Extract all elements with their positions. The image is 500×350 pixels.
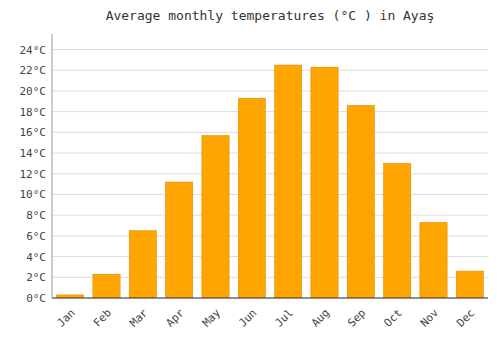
- grid: [52, 50, 488, 298]
- x-tick-label: Apr: [163, 306, 187, 330]
- y-tick-label: 8°C: [26, 209, 46, 222]
- bar: [347, 105, 374, 298]
- x-axis-line: [52, 298, 488, 299]
- grid-line: [52, 194, 488, 195]
- x-tick-label: Oct: [381, 306, 404, 329]
- bar: [238, 98, 265, 298]
- x-tick-label: Aug: [309, 306, 332, 329]
- y-tick-label: 0°C: [26, 292, 46, 305]
- bar: [311, 67, 338, 298]
- bar: [384, 163, 411, 298]
- x-tick-label: Jan: [54, 306, 77, 329]
- x-tick-label: Jul: [272, 306, 295, 329]
- grid-line: [52, 49, 488, 50]
- y-tick-label: 22°C: [20, 64, 47, 77]
- y-tick-label: 12°C: [20, 168, 47, 181]
- grid-line: [52, 215, 488, 216]
- bars: [57, 65, 484, 298]
- grid-line: [52, 173, 488, 174]
- chart: Average monthly temperatures (°C ) in Ay…: [0, 0, 500, 350]
- grid-line: [52, 132, 488, 133]
- y-tick-label: 24°C: [20, 44, 47, 57]
- x-tick-label: Nov: [418, 306, 442, 330]
- x-tick-label: May: [200, 306, 224, 330]
- grid-line: [52, 90, 488, 91]
- bar: [420, 222, 447, 298]
- bar: [166, 182, 193, 298]
- grid-line: [52, 298, 488, 299]
- y-tick-label: 2°C: [26, 271, 46, 284]
- grid-line: [52, 111, 488, 112]
- bar: [202, 135, 229, 298]
- x-tick-label: Feb: [91, 306, 114, 329]
- x-tick-label: Sep: [345, 306, 368, 329]
- title: Average monthly temperatures (°C ) in Ay…: [106, 8, 435, 23]
- bar: [275, 65, 302, 298]
- y-tick-label: 16°C: [20, 126, 47, 139]
- bar: [129, 231, 156, 298]
- y-tick-label: 14°C: [20, 147, 47, 160]
- bar: [456, 271, 483, 298]
- y-tick-label: 4°C: [26, 251, 46, 264]
- y-tick-label: 10°C: [20, 188, 47, 201]
- y-axis-line: [52, 34, 53, 298]
- y-tick-label: 18°C: [20, 106, 47, 119]
- bar: [93, 274, 120, 298]
- x-tick-label: Jun: [236, 306, 259, 329]
- grid-line: [52, 153, 488, 154]
- grid-line: [52, 70, 488, 71]
- x-tick-label: Dec: [454, 306, 477, 329]
- y-tick-label: 20°C: [20, 85, 47, 98]
- y-tick-label: 6°C: [26, 230, 46, 243]
- chart-container: Average monthly temperatures (°C ) in Ay…: [0, 0, 500, 350]
- x-tick-label: Mar: [127, 306, 151, 330]
